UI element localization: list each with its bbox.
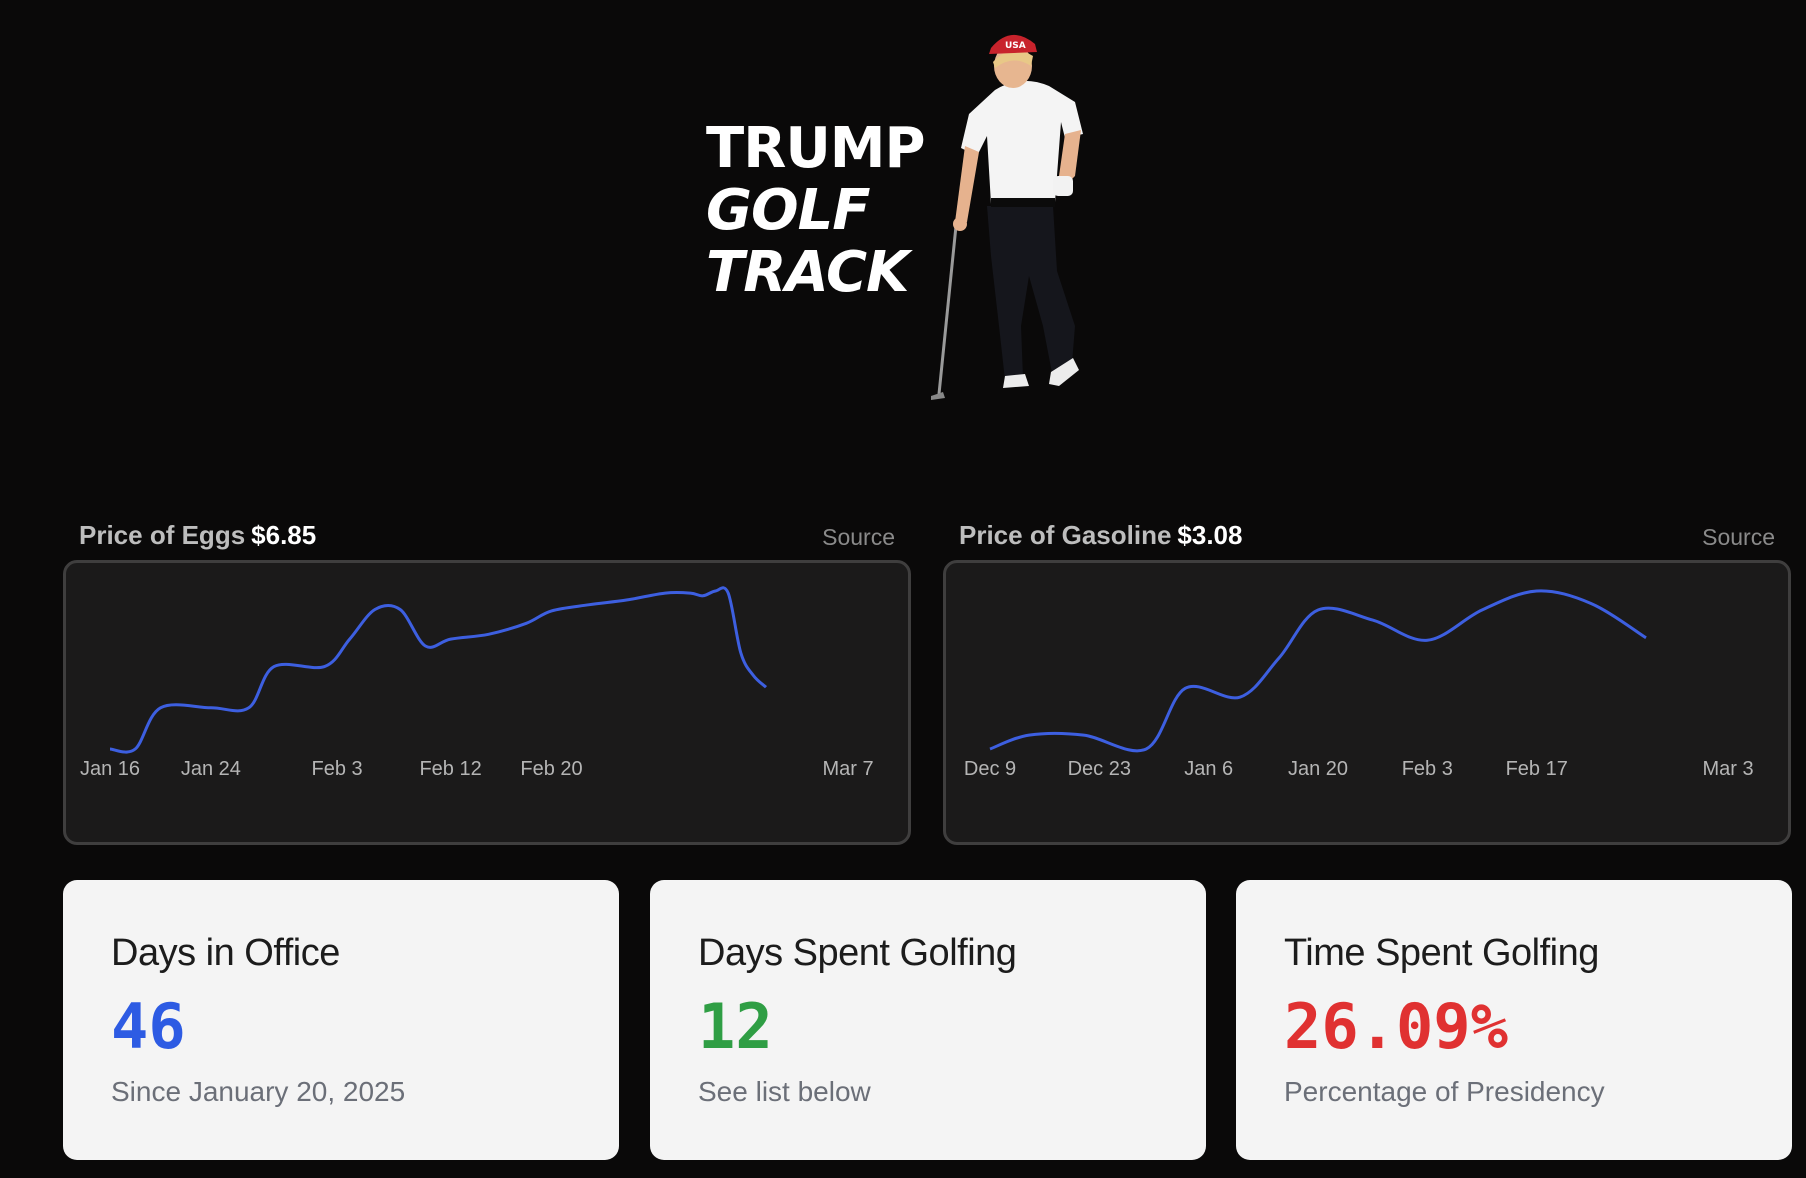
stat-title: Days in Office bbox=[111, 932, 340, 974]
eggs-price: $6.85 bbox=[251, 520, 317, 550]
stat-card-time-golfing: Time Spent Golfing 26.09% Percentage of … bbox=[1236, 880, 1792, 1160]
title-line-trump: TRUMP bbox=[706, 116, 926, 181]
eggs-x-tick-label: Feb 3 bbox=[312, 758, 363, 780]
stat-card-days-golfing: Days Spent Golfing 12 See list below bbox=[650, 880, 1206, 1160]
gasoline-series-line bbox=[989, 589, 1647, 753]
cap-text: USA bbox=[1005, 41, 1026, 51]
gasoline-x-tick-label: Dec 23 bbox=[1068, 758, 1131, 780]
site-title: TRUMP GOLF TRACK bbox=[706, 116, 926, 305]
gasoline-label: Price of Gasoline bbox=[959, 520, 1172, 550]
title-line-track: TRACK bbox=[706, 240, 909, 305]
stat-value: 46 bbox=[111, 990, 186, 1063]
eggs-x-tick-label: Feb 12 bbox=[419, 758, 481, 780]
gasoline-line-chart: Dec 9 Dec 23 Jan 6 Jan 20 Feb 3 Feb 17 Mar 3 bbox=[964, 589, 1754, 780]
gasoline-x-tick-label: Jan 20 bbox=[1288, 758, 1348, 780]
stat-title: Days Spent Golfing bbox=[698, 932, 1017, 974]
eggs-source-link[interactable]: Source bbox=[822, 524, 895, 550]
stat-subtitle: Since January 20, 2025 bbox=[111, 1076, 406, 1107]
gasoline-x-tick-label: Dec 9 bbox=[964, 758, 1016, 780]
eggs-chart-title: Price of Eggs $6.85 bbox=[79, 520, 316, 551]
title-line-golf: GOLF bbox=[706, 178, 871, 243]
hero: TRUMP GOLF TRACK bbox=[0, 0, 1806, 440]
stat-subtitle: See list below bbox=[698, 1076, 871, 1107]
eggs-chart-header: Price of Eggs $6.85 Source bbox=[63, 516, 911, 560]
gasoline-chart-header: Price of Gasoline $3.08 Source bbox=[943, 516, 1791, 560]
eggs-x-tick-label: Mar 7 bbox=[822, 758, 873, 780]
stat-title: Time Spent Golfing bbox=[1284, 932, 1599, 974]
stat-card-days-in-office: Days in Office 46 Since January 20, 2025 bbox=[63, 880, 619, 1160]
gasoline-price-panel: Price of Gasoline $3.08 Source Dec 9 Dec 2… bbox=[943, 516, 1791, 845]
eggs-x-tick-label: Jan 24 bbox=[181, 758, 241, 780]
gasoline-chart-title: Price of Gasoline $3.08 bbox=[959, 520, 1242, 551]
golfer-illustration: USA bbox=[931, 34, 1083, 400]
eggs-x-tick-label: Feb 20 bbox=[520, 758, 582, 780]
eggs-series-line bbox=[109, 586, 768, 754]
gasoline-x-tick-label: Mar 3 bbox=[1702, 758, 1753, 780]
gasoline-x-tick-label: Feb 17 bbox=[1506, 758, 1568, 780]
stat-value: 26.09% bbox=[1284, 990, 1508, 1063]
eggs-x-tick-label: Jan 16 bbox=[80, 758, 140, 780]
gasoline-x-tick-label: Feb 3 bbox=[1402, 758, 1453, 780]
stat-value: 12 bbox=[698, 990, 773, 1063]
gasoline-chart: Dec 9 Dec 23 Jan 6 Jan 20 Feb 3 Feb 17 Mar 3 bbox=[943, 560, 1791, 845]
eggs-label: Price of Eggs bbox=[79, 520, 246, 550]
gasoline-source-link[interactable]: Source bbox=[1702, 524, 1775, 550]
gasoline-x-tick-label: Jan 6 bbox=[1184, 758, 1233, 780]
eggs-price-panel: Price of Eggs $6.85 Source Jan 16 Jan 24 Fe… bbox=[63, 516, 911, 845]
eggs-chart: Jan 16 Jan 24 Feb 3 Feb 12 Feb 20 Mar 7 bbox=[63, 560, 911, 845]
gasoline-price: $3.08 bbox=[1177, 520, 1243, 550]
stat-subtitle: Percentage of Presidency bbox=[1284, 1076, 1605, 1107]
eggs-line-chart: Jan 16 Jan 24 Feb 3 Feb 12 Feb 20 Mar 7 bbox=[80, 586, 874, 780]
